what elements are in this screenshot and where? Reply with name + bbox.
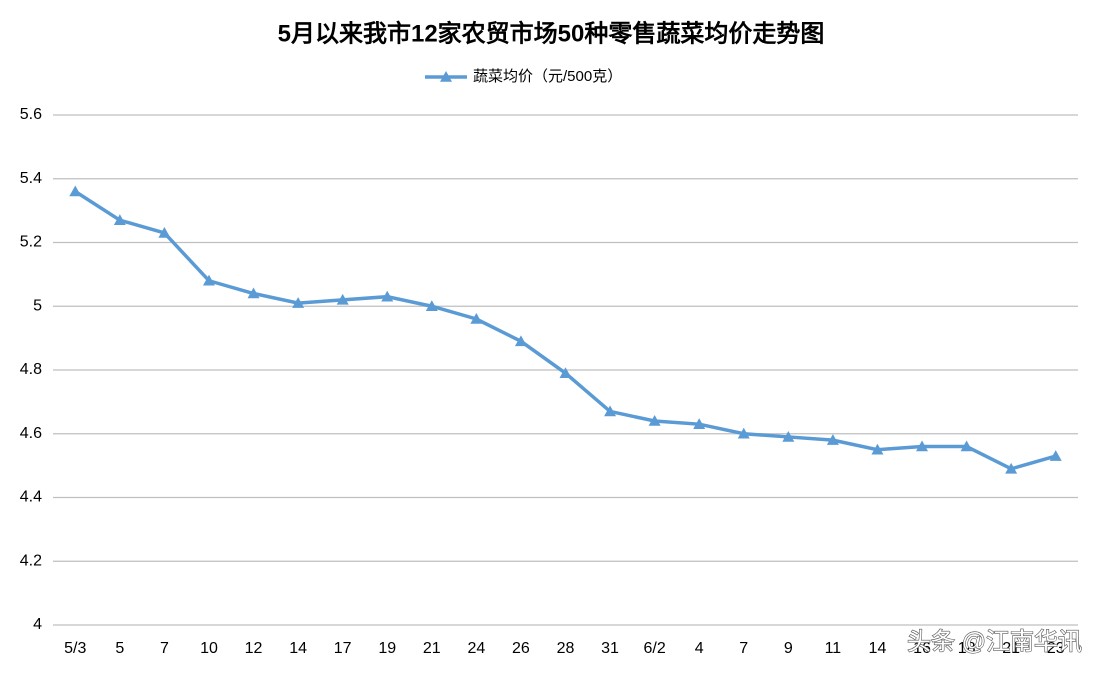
point-marker <box>737 427 750 439</box>
point-marker <box>425 300 438 312</box>
point-marker <box>782 430 795 442</box>
point-marker <box>916 440 929 452</box>
y-tick-label: 4.6 <box>20 425 42 442</box>
y-tick-label: 5.4 <box>20 170 42 187</box>
x-tick-label: 17 <box>334 640 352 657</box>
point-marker <box>514 335 527 347</box>
y-tick-label: 5.2 <box>20 234 42 251</box>
y-tick-label: 4.4 <box>20 489 42 506</box>
x-tick-label: 14 <box>289 640 307 657</box>
y-tick-label: 5.6 <box>20 106 42 123</box>
point-marker <box>247 287 260 299</box>
point-marker <box>826 434 839 445</box>
x-tick-label: 10 <box>200 640 218 657</box>
watermark: 头条 @江南华讯 <box>907 628 1082 655</box>
x-tick-label: 16 <box>913 640 931 657</box>
point-marker <box>113 214 126 225</box>
x-tick-label: 21 <box>1002 640 1020 657</box>
y-tick-label: 4.2 <box>20 552 42 569</box>
x-tick-label: 18 <box>958 640 976 657</box>
x-tick-label: 24 <box>467 640 485 657</box>
legend-label: 蔬菜均价（元/500克） <box>473 68 622 85</box>
x-tick-label: 11 <box>825 640 842 657</box>
x-tick-label: 23 <box>1047 640 1065 657</box>
point-marker <box>158 226 171 238</box>
x-tick-label: 9 <box>784 640 793 657</box>
x-tick-label: 28 <box>557 640 575 657</box>
y-tick-label: 5 <box>33 297 42 314</box>
point-marker <box>336 293 349 305</box>
y-tick-label: 4.8 <box>20 361 42 378</box>
point-marker <box>693 418 706 429</box>
x-tick-label: 6/2 <box>644 640 666 657</box>
point-marker <box>604 405 617 417</box>
point-marker <box>1049 450 1062 461</box>
x-tick-label: 12 <box>245 640 263 657</box>
x-tick-label: 31 <box>601 640 619 657</box>
x-tick-label: 7 <box>739 640 748 657</box>
point-marker <box>69 185 82 197</box>
x-tick-label: 4 <box>695 640 704 657</box>
x-tick-label: 7 <box>160 640 169 657</box>
x-tick-label: 21 <box>423 640 441 657</box>
point-marker <box>871 443 884 455</box>
legend-marker <box>440 71 452 82</box>
point-marker <box>1005 462 1018 474</box>
point-marker <box>960 440 973 452</box>
point-marker <box>202 274 215 286</box>
point-marker <box>648 415 661 426</box>
point-marker <box>470 313 483 324</box>
x-tick-label: 5/3 <box>64 640 86 657</box>
x-tick-label: 14 <box>869 640 887 657</box>
point-marker <box>381 290 394 302</box>
point-marker <box>559 367 572 378</box>
point-marker <box>292 297 305 308</box>
series-line <box>74 190 1057 471</box>
chart-title: 5月以来我市12家农贸市场50种零售蔬菜均价走势图 <box>278 19 825 47</box>
x-tick-label: 19 <box>378 640 396 657</box>
x-tick-label: 5 <box>115 640 124 657</box>
x-tick-label: 26 <box>512 640 530 657</box>
y-tick-label: 4 <box>33 616 42 633</box>
